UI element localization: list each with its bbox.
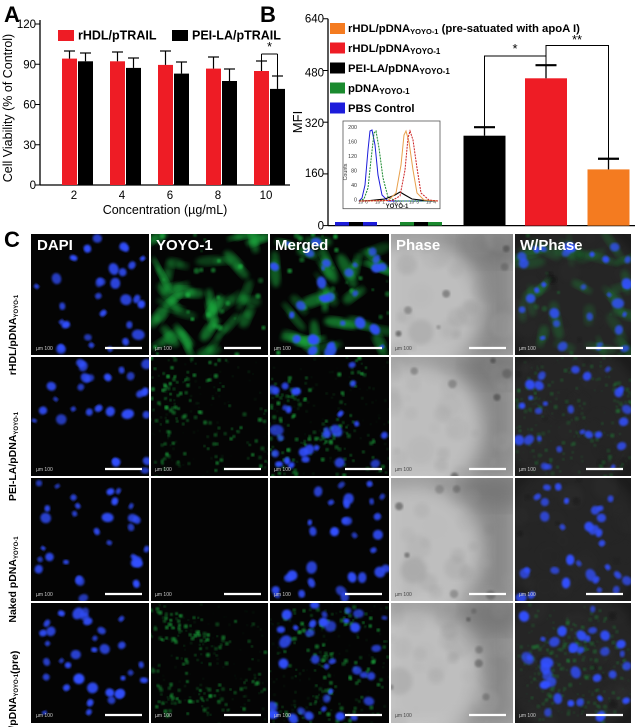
svg-text:80: 80 bbox=[351, 169, 357, 175]
svg-text:MFI: MFI bbox=[290, 111, 305, 133]
svg-text:Phase: Phase bbox=[396, 237, 440, 254]
svg-text:Cell Viability (% of Control): Cell Viability (% of Control) bbox=[1, 34, 15, 182]
svg-text:60: 60 bbox=[23, 100, 36, 112]
svg-text:µm 100: µm 100 bbox=[519, 713, 536, 719]
svg-text:µm 100: µm 100 bbox=[155, 346, 172, 352]
svg-text:µm 100: µm 100 bbox=[36, 592, 53, 598]
svg-text:µm 100: µm 100 bbox=[519, 467, 536, 473]
svg-text:µm 100: µm 100 bbox=[36, 346, 53, 352]
svg-text:rHDL/pDNAYOYO-1 (pre-satuated: rHDL/pDNAYOYO-1 (pre-satuated with apoA … bbox=[348, 23, 580, 36]
svg-text:µm 100: µm 100 bbox=[395, 713, 412, 719]
svg-text:200: 200 bbox=[348, 125, 357, 131]
svg-text:6: 6 bbox=[167, 190, 173, 202]
svg-text:µm 100: µm 100 bbox=[274, 346, 291, 352]
svg-text:YOYO-1: YOYO-1 bbox=[156, 237, 213, 254]
svg-text:µm 100: µm 100 bbox=[395, 346, 412, 352]
svg-text:PEI-LA/pTRAIL: PEI-LA/pTRAIL bbox=[192, 29, 281, 43]
svg-text:160: 160 bbox=[305, 168, 324, 180]
svg-text:PEI-LA/pDNAYOYO-1: PEI-LA/pDNAYOYO-1 bbox=[348, 63, 450, 76]
svg-text:640: 640 bbox=[305, 14, 324, 26]
svg-text:30: 30 bbox=[23, 140, 36, 152]
svg-text:Merged: Merged bbox=[275, 237, 328, 254]
svg-text:0: 0 bbox=[30, 180, 36, 192]
svg-text:µm 100: µm 100 bbox=[395, 467, 412, 473]
svg-text:rHDL/pTRAIL: rHDL/pTRAIL bbox=[78, 29, 157, 43]
svg-text:rHDL/pDNAYOYO-1: rHDL/pDNAYOYO-1 bbox=[348, 43, 441, 56]
svg-text:0: 0 bbox=[318, 221, 324, 233]
svg-text:Counts: Counts bbox=[343, 163, 349, 180]
svg-text:90: 90 bbox=[23, 59, 36, 71]
svg-text:10: 10 bbox=[260, 190, 273, 202]
svg-text:2: 2 bbox=[71, 190, 77, 202]
svg-text:320: 320 bbox=[305, 118, 324, 130]
svg-text:µm 100: µm 100 bbox=[155, 713, 172, 719]
svg-text:µm 100: µm 100 bbox=[155, 467, 172, 473]
svg-text:µm 100: µm 100 bbox=[519, 592, 536, 598]
svg-text:4: 4 bbox=[119, 190, 126, 202]
svg-text:µm 100: µm 100 bbox=[274, 467, 291, 473]
svg-text:Naked pDNAYOYO-1: Naked pDNAYOYO-1 bbox=[7, 536, 20, 623]
svg-text:YOYO-1: YOYO-1 bbox=[386, 204, 409, 210]
svg-text:µm 100: µm 100 bbox=[36, 713, 53, 719]
svg-text:µm 100: µm 100 bbox=[155, 592, 172, 598]
svg-text:µm 100: µm 100 bbox=[274, 592, 291, 598]
svg-text:W/Phase: W/Phase bbox=[520, 237, 583, 254]
svg-text:pDNAYOYO-1: pDNAYOYO-1 bbox=[348, 83, 410, 96]
svg-text:µm 100: µm 100 bbox=[274, 713, 291, 719]
svg-text:160: 160 bbox=[348, 140, 357, 146]
svg-text:rHDL/pDNAYOYO-1: rHDL/pDNAYOYO-1 bbox=[7, 294, 20, 375]
svg-text:0: 0 bbox=[354, 198, 357, 204]
svg-text:µm 100: µm 100 bbox=[519, 346, 536, 352]
svg-text:PBS Control: PBS Control bbox=[348, 103, 415, 115]
svg-text:DAPI: DAPI bbox=[37, 237, 73, 254]
svg-text:PEI-LA/pDNAYOYO-1: PEI-LA/pDNAYOYO-1 bbox=[7, 411, 20, 501]
svg-text:120: 120 bbox=[17, 19, 36, 31]
svg-text:Concentration (µg/mL): Concentration (µg/mL) bbox=[103, 203, 228, 217]
svg-text:480: 480 bbox=[305, 68, 324, 80]
svg-text:40: 40 bbox=[351, 183, 357, 189]
svg-text:rHDL/pDNAYOYO-1(pre): rHDL/pDNAYOYO-1(pre) bbox=[7, 651, 21, 727]
svg-text:*: * bbox=[512, 41, 517, 56]
svg-text:120: 120 bbox=[348, 154, 357, 160]
svg-text:8: 8 bbox=[215, 190, 221, 202]
svg-text:µm 100: µm 100 bbox=[395, 592, 412, 598]
svg-text:µm 100: µm 100 bbox=[36, 467, 53, 473]
svg-text:10^3: 10^3 bbox=[409, 200, 419, 205]
